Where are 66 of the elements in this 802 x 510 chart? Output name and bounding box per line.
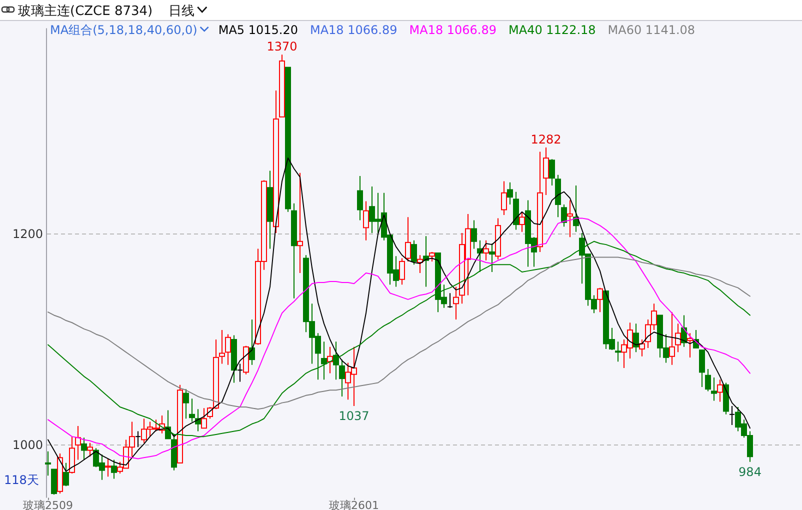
candlestick [549,158,555,186]
candlestick [567,200,573,238]
legend-title: MA组合(5,18,18,40,60,0) [50,23,198,37]
candlestick [699,350,705,388]
candlestick [687,332,693,358]
candlestick [405,216,411,262]
candlestick [615,341,621,362]
candlestick [81,437,87,460]
candlestick [363,200,369,241]
candlestick [705,368,711,392]
candlestick [729,405,735,426]
x-tick-label: 玻璃2601 [329,499,379,510]
annotation: 1282 [530,132,562,147]
candlestick [105,458,111,478]
legend-label: MA18 1066.89 [310,23,398,37]
candlestick [135,430,141,448]
annotation: 1370 [266,40,298,54]
x-tick-label: 玻璃2509 [23,499,73,510]
candlestick [183,388,189,420]
annotation: 1037 [338,408,370,423]
candlestick [111,459,117,480]
candlestick [597,287,603,313]
candlestick [447,292,453,308]
chart-title: 玻璃主连(CZCE 8734) [18,3,153,19]
y-tick-label: 1200 [12,227,43,242]
candlestick [399,258,405,286]
candlestick [501,180,507,216]
candlestick [507,182,513,205]
candlestick [669,312,675,366]
candlestick [297,172,303,274]
text: 118天 [4,473,39,487]
candlestick [87,442,93,458]
text: MA5 1015.20 [218,23,298,37]
candlestick [45,450,51,476]
candlestick [543,147,549,196]
candlestick [717,379,723,402]
candlestick [483,240,489,261]
line-series [48,256,750,410]
candlestick [711,376,717,402]
candlestick [189,398,195,422]
candlestick [519,211,525,232]
candlestick [225,334,231,366]
candlestick [237,363,243,382]
candlestick [321,341,327,380]
candlestick [471,220,477,250]
candlestick [411,240,417,266]
candlestick [357,175,363,221]
chart-subtitle: 日线 [168,4,195,19]
candlestick [75,426,81,460]
text: MA60 1141.08 [608,23,696,37]
candlestick [339,359,345,397]
y-tick-label: 1000 [12,438,43,452]
candlestick [639,339,645,357]
candlestick [489,243,495,272]
candlestick [219,330,225,364]
candlestick [675,323,681,353]
text: MA40 1122.18 [508,23,596,37]
candlestick [63,462,69,487]
candlestick [453,286,459,320]
candlestick [429,251,435,262]
candlestick [201,408,207,429]
annotation: 984 [738,464,762,479]
candlestick [633,323,639,353]
text: MA18 1066.89 [409,23,497,37]
candlestick [249,318,255,366]
candlestick [561,204,567,228]
